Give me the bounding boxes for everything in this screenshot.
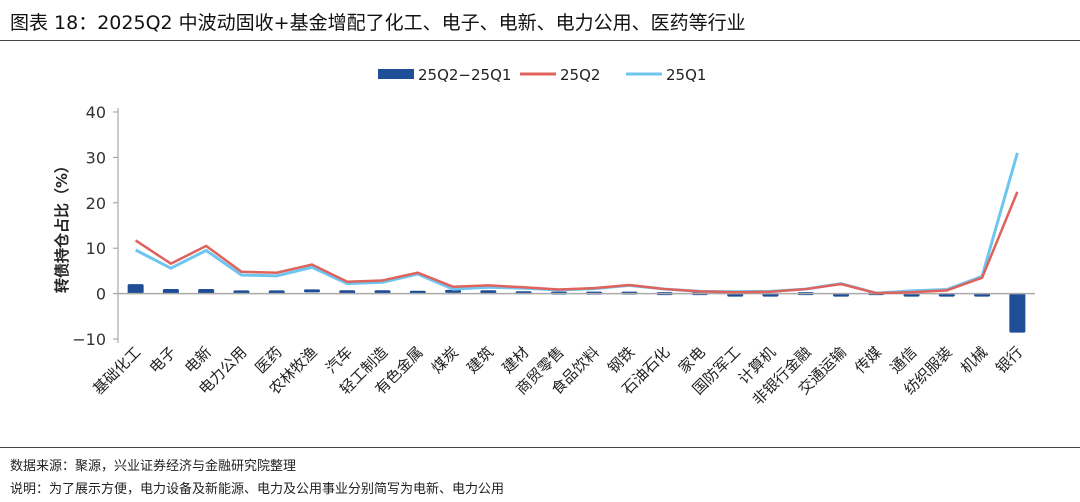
x-tick-label: 基础化工 <box>89 343 144 398</box>
y-tick-label: 20 <box>86 194 106 213</box>
chart: −10010203040转债持仓占比（%）基础化工 电子 电新电力公用 医药农林牧渔汽… <box>53 66 1035 409</box>
y-tick-label: 0 <box>96 285 106 304</box>
bar-diff <box>480 290 497 294</box>
x-tick-label: 银行 <box>992 343 1026 377</box>
bar-diff <box>303 289 320 293</box>
source-note: 数据来源：聚源，兴业证券经济与金融研究院整理 <box>10 459 297 474</box>
legend-label: 25Q1 <box>666 66 706 84</box>
y-axis-label: 转债持仓占比（%） <box>53 158 71 293</box>
title-divider <box>0 40 1080 41</box>
y-tick-label: −10 <box>72 330 106 349</box>
bar-diff <box>268 290 285 294</box>
x-tick-label: 建筑 <box>463 343 497 377</box>
bar-diff <box>233 290 250 294</box>
bar-diff <box>445 289 462 293</box>
chart-title: 图表 18：2025Q2 中波动固收+基金增配了化工、电子、电新、电力公用、医药… <box>10 12 746 34</box>
x-tick-label: 传媒 <box>851 343 885 377</box>
bar-diff <box>374 290 391 294</box>
legend-label: 25Q2−25Q1 <box>418 66 511 84</box>
bar-diff <box>162 289 179 294</box>
bar-diff <box>127 284 144 294</box>
legend-label: 25Q2 <box>560 66 600 84</box>
x-tick-label: 煤炭 <box>428 343 462 377</box>
footer-divider <box>0 447 1080 448</box>
x-tick-label: 电子 <box>146 343 180 377</box>
bar-diff <box>1009 293 1026 333</box>
bar-diff <box>198 289 215 294</box>
line-25Q2 <box>134 191 1019 295</box>
legend-swatch <box>378 69 414 79</box>
explanation-note: 说明：为了展示方便，电力设备及新能源、电力及公用事业分别简写为电新、电力公用 <box>10 482 505 497</box>
y-tick-label: 40 <box>86 103 106 122</box>
y-tick-label: 10 <box>86 239 106 258</box>
y-tick-label: 30 <box>86 148 106 167</box>
x-tick-label: 机械 <box>957 343 991 377</box>
bar-diff <box>339 290 356 294</box>
